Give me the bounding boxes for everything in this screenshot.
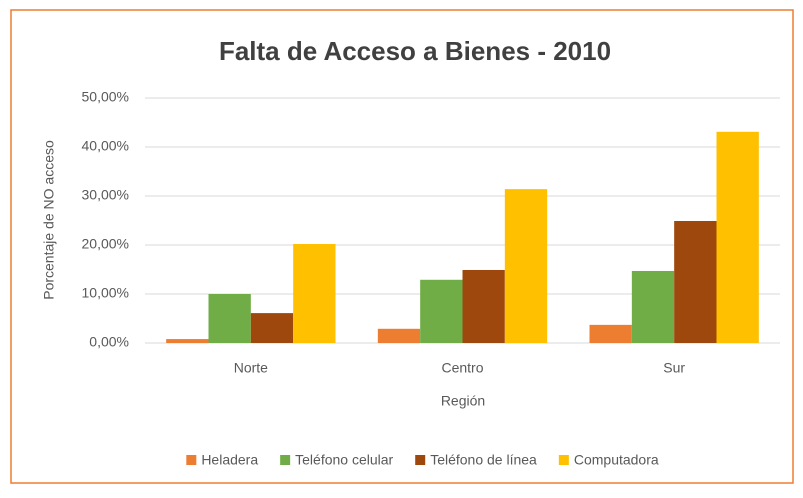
legend-label: Teléfono de línea xyxy=(430,452,537,468)
bar xyxy=(589,324,632,343)
legend-label: Computadora xyxy=(574,452,659,468)
y-tick-label: 50,00% xyxy=(82,89,129,105)
bar xyxy=(250,313,294,343)
bar xyxy=(631,270,675,343)
bar xyxy=(504,189,548,343)
y-axis-label: Porcentaje de NO acceso xyxy=(41,140,57,300)
y-tick-label: 10,00% xyxy=(82,285,129,301)
x-tick-label: Sur xyxy=(663,360,685,376)
y-tick-label: 30,00% xyxy=(82,187,129,203)
bar xyxy=(293,244,336,343)
y-tick-label: 0,00% xyxy=(89,334,129,350)
y-tick-label: 40,00% xyxy=(82,138,129,154)
bar xyxy=(208,294,251,343)
bar xyxy=(420,279,463,343)
legend-label: Heladera xyxy=(201,452,258,468)
legend-swatch xyxy=(415,455,426,465)
x-tick-label: Norte xyxy=(234,360,268,376)
x-tick-label: Centro xyxy=(441,360,483,376)
legend-label: Teléfono celular xyxy=(295,452,393,468)
chart-border xyxy=(10,9,794,484)
legend-swatch xyxy=(280,455,291,465)
bar xyxy=(377,328,421,343)
bar xyxy=(674,220,717,343)
bar xyxy=(716,131,759,343)
x-axis-label: Región xyxy=(441,393,485,409)
bar xyxy=(462,269,505,343)
legend-swatch xyxy=(186,455,197,465)
chart-title: Falta de Acceso a Bienes - 2010 xyxy=(219,36,611,66)
bar xyxy=(166,339,209,343)
legend-swatch xyxy=(558,455,569,465)
y-tick-label: 20,00% xyxy=(82,236,129,252)
